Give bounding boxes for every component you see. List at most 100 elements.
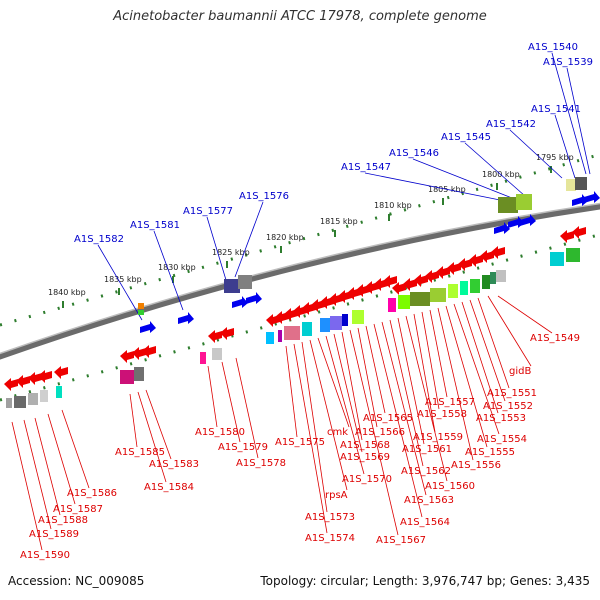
reverse-gene-block [388, 298, 396, 312]
reverse-gene-label: A1S_1573 [305, 512, 355, 523]
map-title: Acinetobacter baumannii ATCC 17978, comp… [113, 9, 487, 24]
reverse-gene-label: A1S_1590 [20, 550, 70, 561]
forward-gene-arrow [584, 191, 600, 203]
forward-gene-label: A1S_1546 [389, 148, 439, 159]
chromosome-backbone-highlight [0, 202, 600, 355]
reverse-gene-arrow [208, 330, 222, 343]
forward-gene-label: A1S_1547 [341, 162, 391, 173]
reverse-gene-label: A1S_1563 [404, 495, 454, 506]
reverse-gene-label: A1S_1555 [465, 447, 515, 458]
reverse-gene-leader [333, 333, 363, 453]
forward-gene-arrow [232, 296, 248, 308]
reverse-gene-block [550, 252, 564, 266]
reverse-gene-label: A1S_1549 [530, 333, 580, 344]
reverse-gene-label: A1S_1583 [149, 459, 199, 470]
accession-text: Accession: NC_009085 [8, 574, 145, 588]
reverse-gene-label: A1S_1569 [340, 452, 390, 463]
reverse-gene-arrow [572, 226, 586, 239]
reverse-gene-arrow [220, 327, 234, 340]
reverse-gene-leader [461, 301, 499, 414]
reverse-gene-arrow [383, 275, 397, 288]
forward-gene-leader [364, 172, 501, 201]
reverse-gene-leader [397, 317, 425, 445]
reverse-gene-label: A1S_1567 [376, 535, 426, 546]
reverse-gene-leader [285, 345, 298, 438]
reverse-gene-arrow [142, 345, 156, 358]
reverse-gene-leader [207, 365, 218, 428]
reverse-gene-block [320, 318, 330, 332]
kbp-tick-label: 1820 kbp [266, 233, 304, 242]
reverse-gene-arrow [480, 250, 494, 263]
kbp-tick-mark [118, 288, 120, 295]
topology-summary: Topology: circular; Length: 3,976,747 bp… [260, 574, 590, 588]
forward-gene-block [498, 197, 518, 213]
reverse-gene-label: gidB [509, 366, 531, 377]
kbp-tick-mark [550, 166, 552, 173]
forward-gene-leader [97, 244, 143, 321]
reverse-gene-block [14, 396, 26, 408]
reverse-gene-arrow [436, 266, 450, 279]
reverse-gene-block [212, 348, 222, 360]
reverse-gene-block [482, 275, 490, 289]
reverse-gene-label: A1S_1584 [144, 482, 194, 493]
kbp-tick-label: 1840 kbp [48, 288, 86, 297]
reverse-gene-block [134, 367, 144, 381]
forward-gene-leader [412, 158, 513, 199]
reverse-gene-leader [137, 391, 167, 483]
forward-gene-leader [554, 114, 576, 179]
forward-gene-label: A1S_1540 [528, 42, 578, 53]
reverse-gene-leader [301, 341, 328, 513]
reverse-gene-label: A1S_1554 [477, 434, 527, 445]
reverse-gene-leader [341, 331, 363, 441]
reverse-gene-arrow [458, 258, 472, 271]
reverse-gene-block [496, 270, 506, 282]
forward-gene-block [138, 310, 144, 315]
reverse-gene-arrow [120, 350, 134, 363]
reverse-gene-label: A1S_1588 [38, 515, 88, 526]
kbp-tick-mark [172, 276, 174, 283]
kbp-tick-label: 1815 kbp [320, 217, 358, 226]
reverse-gene-block [120, 370, 134, 384]
reverse-gene-leader [429, 309, 448, 398]
forward-gene-block [516, 194, 532, 210]
reverse-gene-leader [221, 361, 241, 443]
reverse-gene-block [490, 272, 496, 284]
reverse-gene-leader [357, 327, 378, 428]
reverse-gene-arrow [392, 282, 406, 295]
forward-gene-arrow [140, 321, 156, 333]
reverse-gene-label: cmk [327, 427, 348, 438]
reverse-gene-leader [293, 343, 328, 534]
reverse-gene-arrow [28, 372, 42, 385]
forward-gene-block [224, 279, 240, 293]
reverse-gene-label: A1S_1553 [476, 413, 526, 424]
kbp-tick-mark [334, 230, 336, 237]
kbp-tick-label: 1830 kbp [158, 263, 196, 272]
forward-gene-block [238, 275, 252, 289]
forward-gene-block [575, 177, 587, 190]
reverse-gene-label: A1S_1561 [402, 444, 452, 455]
reverse-gene-label: A1S_1559 [413, 432, 463, 443]
kbp-tick-mark [226, 261, 228, 268]
forward-gene-label: A1S_1577 [183, 206, 233, 217]
reverse-gene-label: A1S_1558 [417, 409, 467, 420]
forward-gene-block [138, 303, 144, 309]
reverse-gene-block [40, 390, 48, 402]
reverse-gene-block [200, 352, 206, 364]
forward-gene-leader [234, 201, 264, 278]
reverse-gene-label: A1S_1579 [218, 442, 268, 453]
forward-gene-label: A1S_1582 [74, 234, 124, 245]
reverse-gene-leader [469, 299, 506, 402]
reverse-gene-label: A1S_1560 [425, 481, 475, 492]
reverse-gene-block [342, 314, 348, 326]
reverse-gene-label: A1S_1570 [342, 474, 392, 485]
reverse-gene-arrow [16, 375, 30, 388]
reverse-gene-leader [309, 339, 348, 491]
reverse-gene-block [352, 310, 364, 324]
reverse-gene-label: A1S_1568 [340, 440, 390, 451]
reverse-gene-block [330, 316, 342, 330]
forward-gene-label: A1S_1581 [130, 220, 180, 231]
kbp-tick-label: 1825 kbp [212, 248, 250, 257]
reverse-gene-leader [23, 419, 52, 530]
reverse-gene-arrow [491, 246, 505, 259]
reverse-gene-leader [437, 307, 474, 461]
